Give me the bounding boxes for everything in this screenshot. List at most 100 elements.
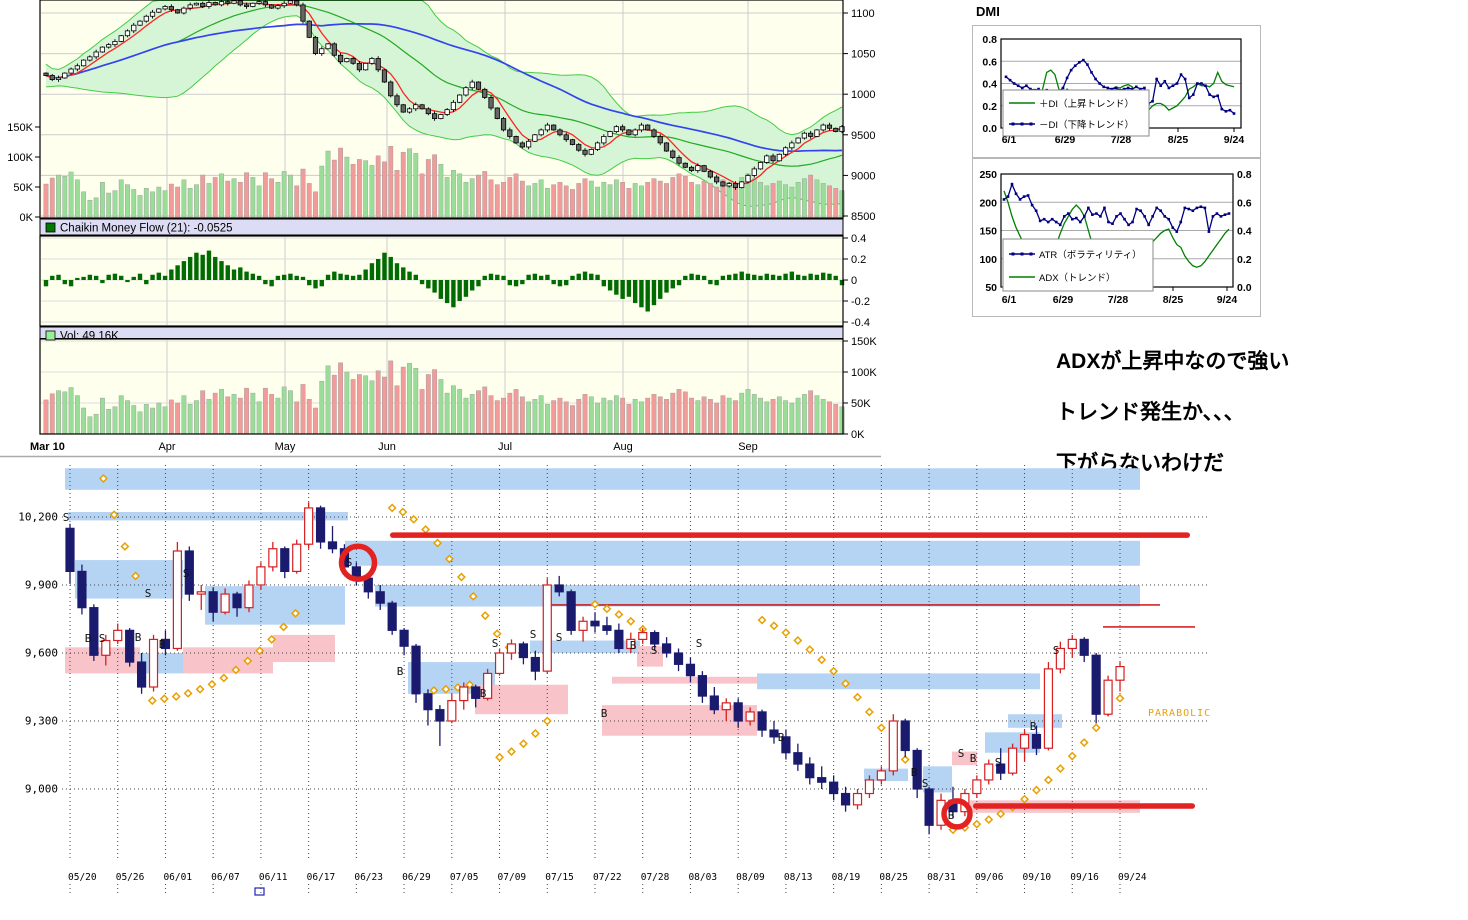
svg-text:06/07: 06/07 [211,872,240,883]
svg-text:0.2: 0.2 [1237,254,1252,266]
svg-text:May: May [275,441,296,453]
svg-text:PARABOLIC: PARABOLIC [1148,708,1211,719]
note-line-2: トレンド発生か、、、 [1056,401,1245,424]
dmi-title: DMI [976,4,1000,19]
svg-text:S: S [922,777,929,790]
svg-text:9500: 9500 [851,130,875,142]
svg-text:07/05: 07/05 [450,872,479,883]
svg-text:06/29: 06/29 [402,872,431,883]
svg-text:S: S [995,756,1002,769]
svg-text:0.6: 0.6 [1237,197,1252,209]
main-price-chart-canvas: Chaikin Money Flow (21): -0.0525 Vol: 49.… [0,0,881,458]
svg-text:0K: 0K [851,429,865,441]
svg-text:1100: 1100 [851,8,875,20]
svg-text:0.4: 0.4 [982,79,997,91]
svg-text:150K: 150K [851,336,877,348]
svg-text:100K: 100K [7,152,33,164]
svg-text:07/15: 07/15 [545,872,574,883]
dmi-chart-panel[interactable]: 0.8 0.6 0.4 0.2 0.0 6/1 6/29 7/28 8/25 9/24 ＋DI（上昇… [972,25,1261,158]
svg-text:8500: 8500 [851,211,875,223]
svg-text:S: S [346,556,353,569]
svg-text:S: S [183,567,190,580]
svg-text:Sep: Sep [738,441,758,453]
svg-text:05/20: 05/20 [68,872,97,883]
svg-text:0.8: 0.8 [1237,169,1252,181]
svg-text:S: S [99,632,106,645]
svg-text:08/19: 08/19 [832,872,861,883]
svg-text:-0.4: -0.4 [851,317,870,329]
svg-text:S: S [696,637,703,650]
atr-adx-chart-panel[interactable]: 250 200 150 100 50 0.8 0.6 0.4 0.2 0.0 6/1 6/29 7/28… [972,158,1261,317]
svg-text:10,200: 10,200 [18,511,58,524]
svg-text:B: B [480,687,487,700]
svg-text:-0.2: -0.2 [851,296,870,308]
svg-text:S: S [63,511,70,524]
svg-text:9,900: 9,900 [25,579,58,592]
svg-text:07/09: 07/09 [498,872,527,883]
svg-text:08/03: 08/03 [688,872,717,883]
daily-candlestick-chart[interactable]: S B S B S B S S B B S S S B B S S B B S S B S B S B 10,200 9,900 9,6… [0,460,1468,920]
svg-text:06/17: 06/17 [307,872,336,883]
svg-text:06/23: 06/23 [354,872,383,883]
svg-text:0.0: 0.0 [1237,282,1252,294]
svg-text:08/09: 08/09 [736,872,765,883]
svg-text:09/24: 09/24 [1118,872,1147,883]
svg-text:9/24: 9/24 [1217,294,1238,306]
svg-text:0.8: 0.8 [982,34,997,46]
svg-text:B: B [159,638,166,651]
svg-text:S: S [530,628,537,641]
svg-text:09/06: 09/06 [975,872,1004,883]
atr-adx-chart-canvas: 250 200 150 100 50 0.8 0.6 0.4 0.2 0.0 6/1 6/29 7/28… [979,169,1252,306]
main-price-chart[interactable]: Chaikin Money Flow (21): -0.0525 Vol: 49.… [0,0,881,458]
svg-text:Jul: Jul [498,441,512,453]
svg-text:S: S [958,747,965,760]
svg-text:S: S [145,587,152,600]
svg-text:50: 50 [985,282,997,294]
svg-text:B: B [778,731,785,744]
svg-text:B: B [397,665,404,678]
svg-text:B: B [911,766,918,779]
svg-text:Apr: Apr [158,441,175,453]
svg-text:150: 150 [979,226,997,238]
svg-text:9000: 9000 [851,170,875,182]
svg-text:B: B [630,639,637,652]
svg-text:06/01: 06/01 [163,872,192,883]
svg-text:B: B [85,632,92,645]
svg-text:0.6: 0.6 [982,56,997,68]
svg-text:S: S [492,637,499,650]
svg-text:S: S [1053,644,1060,657]
svg-text:09/10: 09/10 [1023,872,1052,883]
svg-text:－DI（下降トレンド）: －DI（下降トレンド） [1039,119,1134,131]
svg-text:08/31: 08/31 [927,872,956,883]
svg-text:6/29: 6/29 [1055,134,1076,146]
svg-text:100: 100 [979,254,997,266]
svg-text:100K: 100K [851,367,877,379]
svg-text:B: B [948,809,955,822]
svg-text:0.0: 0.0 [982,123,997,135]
svg-text:Chaikin Money Flow (21): -0.05: Chaikin Money Flow (21): -0.0525 [60,223,233,235]
svg-text:S: S [651,644,658,657]
svg-text:Jun: Jun [378,441,396,453]
svg-text:9/24: 9/24 [1224,134,1245,146]
svg-text:1000: 1000 [851,89,875,101]
svg-text:0: 0 [851,275,857,287]
svg-text:0K: 0K [20,212,34,224]
svg-text:8/25: 8/25 [1163,294,1184,306]
svg-text:B: B [970,752,977,765]
svg-text:250: 250 [979,169,997,181]
svg-text:50K: 50K [13,182,33,194]
svg-text:06/11: 06/11 [259,872,288,883]
svg-text:07/22: 07/22 [593,872,622,883]
svg-text:50K: 50K [851,398,871,410]
dmi-chart-canvas: 0.8 0.6 0.4 0.2 0.0 6/1 6/29 7/28 8/25 9/24 ＋DI（上昇… [982,34,1245,146]
svg-text:B: B [601,707,608,720]
svg-text:7/28: 7/28 [1111,134,1132,146]
svg-text:0.4: 0.4 [1237,226,1252,238]
svg-text:1050: 1050 [851,49,875,61]
svg-text:S: S [556,631,563,644]
svg-text:9,300: 9,300 [25,715,58,728]
svg-text:0.4: 0.4 [851,233,866,245]
svg-text:ATR（ボラティリティ）: ATR（ボラティリティ） [1039,249,1142,261]
